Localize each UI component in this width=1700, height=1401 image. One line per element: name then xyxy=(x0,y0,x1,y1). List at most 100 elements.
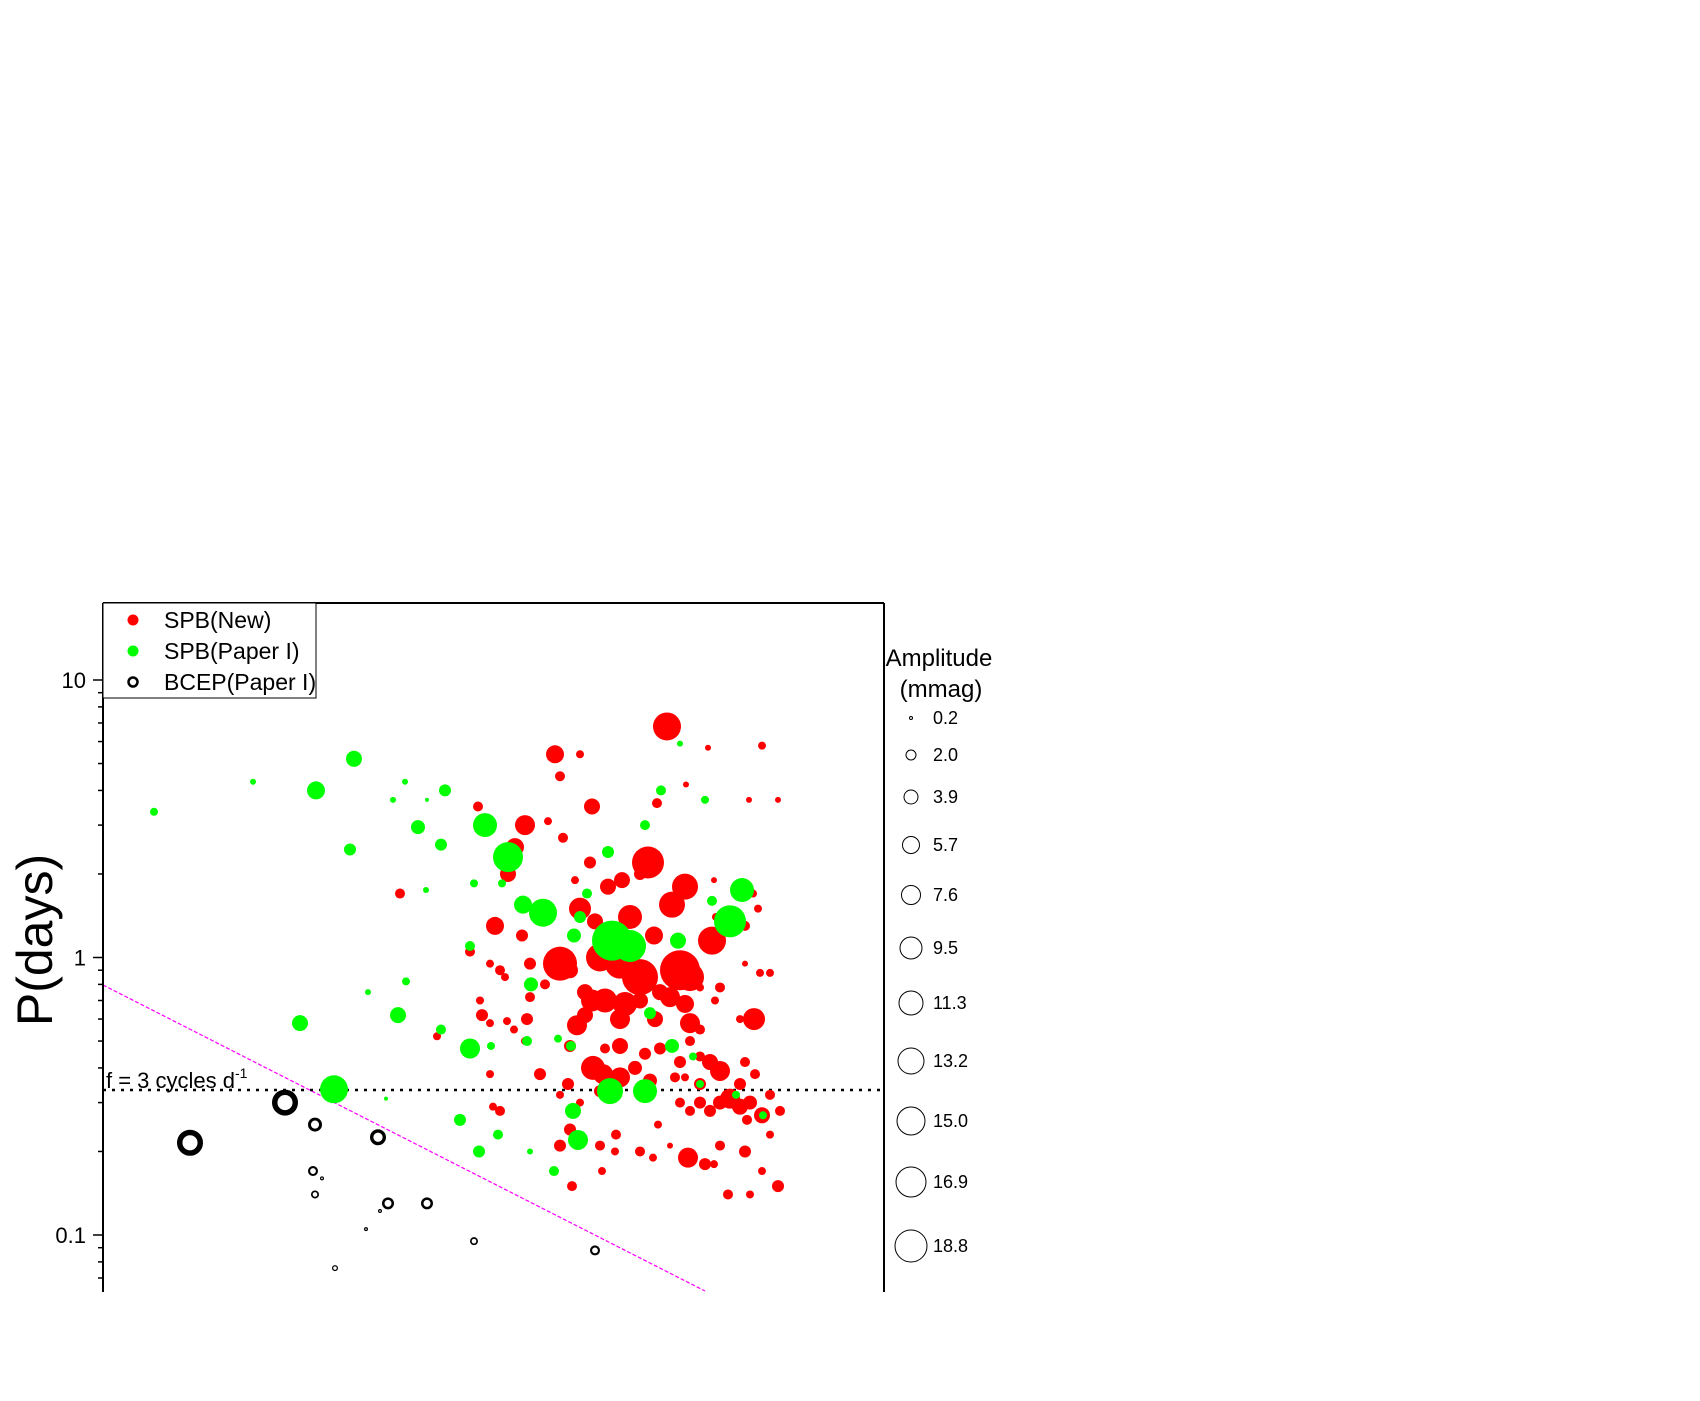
data-points xyxy=(150,712,785,1272)
spb-paper1-point xyxy=(633,1079,657,1104)
size-legend-circle xyxy=(905,749,917,761)
spb-new-point xyxy=(577,1007,593,1024)
spb-new-point xyxy=(670,1072,680,1083)
size-legend-label: 0.2 xyxy=(933,708,958,728)
bcep-point xyxy=(320,1176,325,1181)
spb-new-point xyxy=(772,1180,784,1193)
spb-new-point xyxy=(775,1105,785,1116)
spb-new-point xyxy=(600,1043,610,1054)
bcep-point xyxy=(378,1209,383,1214)
bcep-point xyxy=(469,1237,478,1246)
spb-new-point xyxy=(765,1089,775,1100)
spb-paper1-point xyxy=(707,895,717,906)
legend-marker-spb-new xyxy=(127,614,139,626)
spb-new-point xyxy=(685,1036,695,1047)
size-legend-items: 0.2 2.0 3.9 5.7 7.6 9.5 11.3 13.2 15.0 16.9 18.8 xyxy=(894,708,968,1263)
size-legend-title: Amplitude xyxy=(886,645,993,672)
spb-new-point xyxy=(516,929,528,942)
legend: SPB(New) SPB(Paper I) BCEP(Paper I) xyxy=(102,602,317,699)
size-legend-circle xyxy=(899,936,923,960)
spb-paper1-point xyxy=(390,1007,406,1024)
spb-new-point xyxy=(649,1153,657,1162)
bcep-point xyxy=(176,1129,203,1156)
spb-new-point xyxy=(680,1013,700,1034)
size-legend-circle xyxy=(902,836,920,854)
bcep-point xyxy=(332,1265,339,1272)
spb-new-point xyxy=(710,1160,718,1169)
spb-new-point xyxy=(501,973,509,982)
spb-new-point xyxy=(676,963,704,992)
size-legend-label: 3.9 xyxy=(933,787,958,807)
bcep-point xyxy=(307,1166,318,1177)
bcep-point xyxy=(310,1190,319,1199)
spb-new-point xyxy=(515,815,535,836)
spb-new-point xyxy=(710,1060,730,1081)
spb-paper1-point xyxy=(730,878,754,903)
size-legend-circle xyxy=(909,716,913,720)
spb-paper1-point xyxy=(677,740,683,747)
spb-new-point xyxy=(667,1142,673,1149)
spb-paper1-point xyxy=(473,813,497,838)
size-legend-circle xyxy=(898,990,924,1016)
spb-new-point xyxy=(628,1060,642,1075)
spb-new-point xyxy=(587,913,603,930)
spb-paper1-point xyxy=(487,1041,495,1050)
spb-paper1-point xyxy=(582,888,592,899)
spb-new-point xyxy=(694,1096,706,1109)
spb-paper1-point xyxy=(522,1036,532,1047)
y-tick-label-10: 10 xyxy=(62,668,86,693)
spb-new-point xyxy=(660,987,680,1008)
spb-paper1-point xyxy=(365,989,371,996)
spb-new-point xyxy=(612,1037,628,1054)
spb-paper1-point xyxy=(411,820,425,835)
size-legend-label: 18.8 xyxy=(933,1236,968,1256)
spb-paper1-point xyxy=(390,796,396,803)
size-legend-circle xyxy=(895,1166,927,1198)
spb-new-point xyxy=(681,1073,689,1082)
spb-new-point xyxy=(489,1102,497,1111)
spb-new-point xyxy=(556,1090,564,1099)
spb-new-point xyxy=(540,979,550,990)
size-legend-unit: (mmag) xyxy=(900,676,983,703)
spb-paper1-point xyxy=(670,932,686,949)
spb-new-point xyxy=(495,965,505,976)
spb-paper1-point xyxy=(732,1090,740,1099)
spb-paper1-point xyxy=(568,1129,588,1150)
spb-new-point xyxy=(600,878,616,895)
spb-paper1-point xyxy=(597,1078,623,1105)
spb-paper1-point xyxy=(566,1040,576,1051)
spb-paper1-point xyxy=(425,797,429,802)
spb-new-point xyxy=(521,1013,533,1026)
spb-new-point xyxy=(639,1047,651,1060)
spb-new-point xyxy=(618,904,642,929)
spb-new-point xyxy=(645,926,663,945)
spb-paper1-point xyxy=(346,750,362,767)
spb-paper1-point xyxy=(602,845,614,858)
spb-new-point xyxy=(534,1068,546,1081)
spb-paper1-point xyxy=(250,778,256,785)
spb-paper1-point xyxy=(656,785,666,796)
spb-new-point xyxy=(622,959,658,996)
spb-paper1-point xyxy=(714,905,746,938)
spb-new-point xyxy=(395,888,405,899)
spb-paper1-point xyxy=(320,1075,348,1104)
spb-new-point xyxy=(775,796,781,803)
spb-new-point xyxy=(595,1140,605,1151)
y-axis-label: P(days) xyxy=(7,854,63,1026)
spb-new-point xyxy=(486,1019,494,1028)
size-legend-label: 9.5 xyxy=(933,938,958,958)
spb-new-point xyxy=(685,1105,695,1116)
spb-new-point xyxy=(610,1009,630,1030)
instability-cutoff-line xyxy=(102,984,706,1292)
spb-paper1-point xyxy=(460,1038,480,1059)
size-legend-label: 2.0 xyxy=(933,745,958,765)
spb-new-point xyxy=(486,916,504,935)
spb-paper1-point xyxy=(498,879,506,888)
y-ticks xyxy=(93,679,103,1279)
spb-new-point xyxy=(676,994,694,1013)
size-legend: Amplitude (mmag) 0.2 2.0 3.9 5.7 7.6 9.5 11.3 1… xyxy=(886,645,993,1263)
spb-new-point xyxy=(715,982,725,993)
bcep-point xyxy=(272,1089,299,1116)
spb-new-point xyxy=(632,992,648,1009)
